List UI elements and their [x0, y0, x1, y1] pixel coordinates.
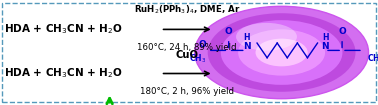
- Text: 160°C, 24 h, 89% yield: 160°C, 24 h, 89% yield: [137, 43, 237, 52]
- Ellipse shape: [256, 39, 308, 66]
- Text: O: O: [338, 27, 346, 36]
- Text: O: O: [225, 27, 232, 36]
- Text: H: H: [243, 33, 250, 42]
- Text: 180°C, 2 h, 96% yield: 180°C, 2 h, 96% yield: [140, 87, 234, 96]
- Text: CH$_3$: CH$_3$: [367, 52, 378, 65]
- Ellipse shape: [208, 13, 355, 92]
- Text: HDA + CH$_3$CN + H$_2$O: HDA + CH$_3$CN + H$_2$O: [4, 67, 122, 80]
- Text: H: H: [322, 33, 328, 42]
- Text: CuO: CuO: [176, 50, 198, 60]
- Ellipse shape: [195, 6, 369, 99]
- Ellipse shape: [221, 20, 342, 85]
- Ellipse shape: [238, 29, 325, 76]
- Ellipse shape: [236, 23, 297, 51]
- Text: N: N: [243, 42, 251, 51]
- Text: O: O: [198, 40, 206, 49]
- Text: HDA + CH$_3$CN + H$_2$O: HDA + CH$_3$CN + H$_2$O: [4, 22, 122, 36]
- Text: CH$_3$: CH$_3$: [189, 52, 206, 65]
- Text: RuH$_2$(PPh$_3$)$_4$, DME, Ar: RuH$_2$(PPh$_3$)$_4$, DME, Ar: [134, 3, 240, 16]
- Text: N: N: [321, 42, 329, 51]
